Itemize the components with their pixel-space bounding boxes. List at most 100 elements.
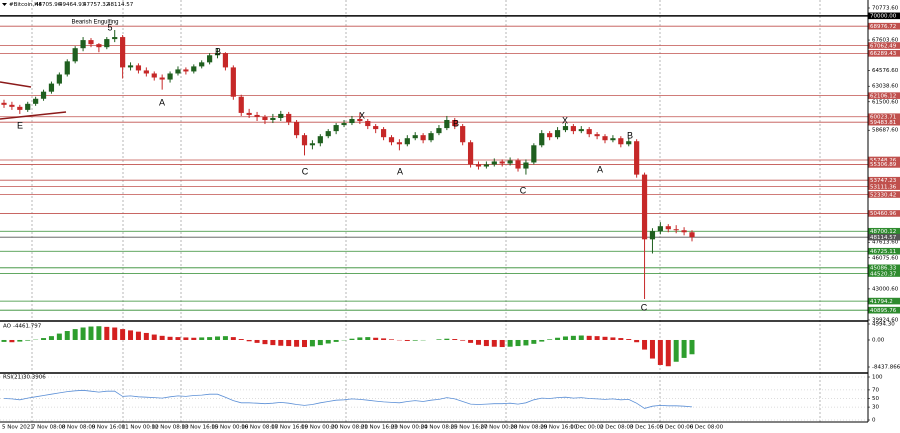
level-tag [868, 12, 900, 20]
ao-bar [88, 326, 94, 340]
ao-bar [499, 339, 505, 348]
candle-body [167, 73, 173, 80]
candle-body [570, 126, 576, 132]
ao-bar [175, 337, 181, 340]
ao-bar [649, 339, 655, 359]
y-tick-label: 50 [872, 396, 879, 402]
menu-icon[interactable] [2, 3, 7, 6]
candle-body [254, 114, 260, 117]
y-tick-label: 47613.60 [872, 240, 899, 246]
level-tag [868, 156, 900, 164]
ohlc-close: 48114.57 [107, 2, 134, 8]
candle-body [309, 143, 316, 146]
ao-bar [483, 339, 489, 347]
ao-bar [207, 337, 213, 340]
x-tick-label: 17 Nov 16:00 [271, 425, 309, 431]
ao-bar [254, 339, 260, 343]
level-label: 55306.89 [870, 162, 897, 168]
candle-body [325, 131, 331, 137]
ao-bar [349, 338, 355, 340]
candle-body [72, 48, 78, 62]
candle-body [301, 135, 308, 146]
level-tag [868, 92, 900, 99]
y-tick-label: 67603.60 [872, 38, 899, 44]
ao-bar [270, 339, 276, 346]
ao-bar [404, 339, 410, 341]
x-tick-label: 12 Nov 08:00 [152, 425, 190, 431]
wave-label: C [520, 185, 527, 195]
level-label: 45086.33 [870, 266, 897, 272]
level-tag [868, 113, 900, 121]
wave-label: C [302, 166, 309, 176]
ao-bar [104, 326, 110, 340]
x-tick-label: 3 Dec 16:00 [630, 425, 664, 431]
candle-body [349, 118, 355, 124]
candle-body [483, 164, 489, 167]
ao-bar [230, 337, 236, 340]
ao-bar [586, 335, 592, 340]
candle-body [594, 134, 600, 137]
ohlc-open: 48705.96 [35, 2, 62, 8]
wave-label: E [17, 120, 23, 130]
candle-body [380, 129, 387, 138]
candle-body [420, 135, 426, 141]
level-tag [868, 50, 900, 57]
level-label: 67062.49 [870, 43, 897, 49]
x-tick-label: 11 Nov 00:00 [122, 425, 160, 431]
y-tick-label: 43000.60 [872, 286, 899, 292]
ao-bar [48, 336, 54, 340]
x-tick-label: 1 Dec 00:00 [570, 425, 604, 431]
ao-bar [120, 329, 126, 340]
candle-body [317, 136, 323, 144]
y-tick-label: 70773.60 [872, 6, 899, 12]
ao-bar [634, 339, 640, 343]
x-tick-label: 9 Nov 16:00 [92, 425, 126, 431]
y-tick-label: 61500.60 [872, 99, 899, 105]
y-tick-label: 70 [872, 387, 879, 393]
level-label: 68976.72 [870, 24, 896, 30]
candle-body [373, 126, 379, 130]
candle-body [610, 138, 616, 141]
candle-body [175, 69, 181, 74]
ao-bar [610, 337, 616, 340]
ao-bar [238, 339, 244, 340]
level-tag [868, 176, 900, 184]
level-tag [868, 118, 900, 126]
ao-bar [412, 339, 418, 341]
candle-body [199, 62, 205, 67]
candle-body [634, 141, 640, 175]
x-tick-label: 20 Nov 08:00 [331, 425, 369, 431]
level-tag [868, 191, 900, 198]
candle-body [120, 37, 126, 68]
ao-bar [64, 331, 70, 340]
candle-body [191, 66, 197, 72]
candle-body [207, 55, 213, 63]
ao-bar [143, 332, 149, 340]
ao-bar [357, 337, 363, 340]
ao-bar [673, 339, 679, 362]
candle-body [491, 161, 497, 165]
labels: 70773.60 67603.60 64576.60 63038.60 61500.60… [2, 6, 900, 431]
ao-bar [191, 337, 197, 340]
ao-bar [602, 336, 608, 340]
candle-body [436, 128, 442, 134]
wave-label: C [641, 302, 648, 312]
candle-body [689, 232, 695, 238]
ao-bar [547, 339, 553, 340]
ao-bar [460, 339, 466, 341]
indicator-value: -4461.797 [13, 324, 42, 330]
ao-bar [689, 339, 695, 355]
candle-body [25, 103, 31, 110]
ao-bar [167, 336, 173, 340]
x-tick-label: 23 Nov 00:00 [391, 425, 429, 431]
ao-bar [286, 339, 292, 347]
ao-bar [1, 339, 7, 342]
ao-bar [199, 337, 205, 340]
ao-bar [80, 327, 86, 340]
level-label: 41794.2 [870, 299, 893, 305]
candle-body [278, 113, 284, 118]
candle-body [388, 137, 395, 143]
candle-body [396, 142, 403, 145]
ao-bar [317, 339, 323, 346]
ao-bar [222, 336, 228, 340]
